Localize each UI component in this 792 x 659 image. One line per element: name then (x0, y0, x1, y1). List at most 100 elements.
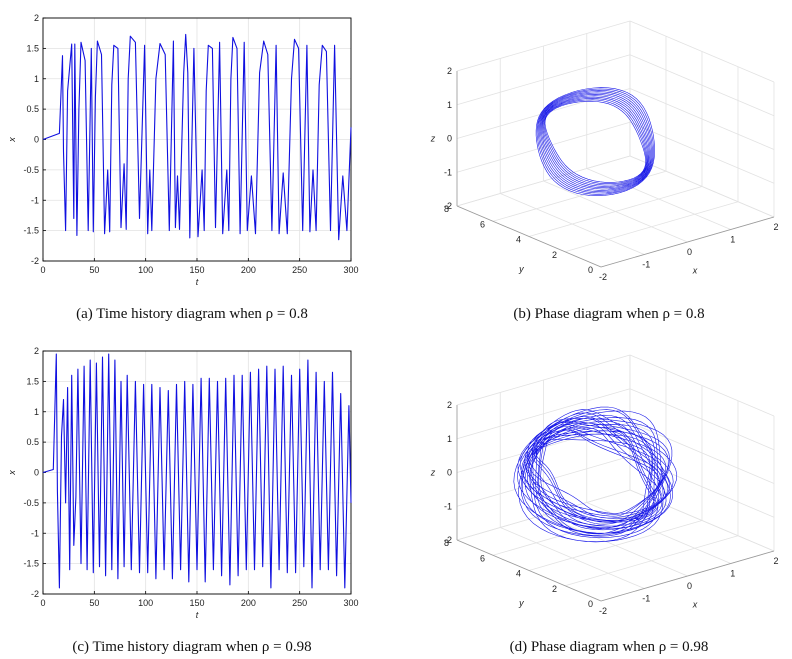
z-tick-label: -2 (444, 535, 452, 545)
x-tick-label: 1 (730, 235, 735, 245)
x-tick-label: 0 (687, 581, 692, 591)
x-tick-label: -1 (642, 260, 650, 270)
floor-grid-line (564, 535, 739, 587)
y-tick-label: -2 (31, 256, 39, 266)
y-axis-label: x (7, 470, 17, 476)
y-tick-label: 0.5 (26, 437, 39, 447)
axis-x-edge (600, 216, 775, 268)
x-tick-label: -2 (599, 272, 607, 282)
y-tick-label: 8 (444, 538, 449, 548)
floor-grid-line (528, 186, 703, 237)
y-axis-label: x (7, 137, 17, 143)
x-tick-label: 300 (343, 598, 358, 608)
sidewall-grid-line (629, 20, 775, 83)
y-tick-label: 4 (516, 235, 521, 245)
y-tick-label: 0 (588, 265, 593, 275)
y-tick-label: -1.5 (23, 559, 39, 569)
caption-c: (c) Time history diagram when ρ = 0.98 (72, 639, 311, 655)
caption-b: (b) Phase diagram when ρ = 0.8 (513, 306, 704, 322)
x-tick-label: 0 (40, 598, 45, 608)
z-tick-label: 0 (447, 134, 452, 144)
sidewall-grid-line (629, 155, 775, 218)
y-tick-label: -0.5 (23, 165, 39, 175)
floor-grid-line (492, 504, 667, 556)
axis-x-edge (600, 550, 775, 602)
x-tick-label: 150 (189, 265, 204, 275)
sidewall-grid-line (629, 388, 775, 451)
panel-b-phase-diagram: -2 -1 0 1 2 0 2 4 6 8 2 1 0 -1 -2 x y z (430, 20, 779, 282)
z-tick-label: -2 (444, 201, 452, 211)
y-tick-label: 1.5 (26, 43, 39, 53)
sidewall-grid-line (629, 88, 775, 150)
x-tick-label: 2 (773, 556, 778, 566)
y-tick-label: -1.5 (23, 226, 39, 236)
y-tick-label: 2 (34, 13, 39, 23)
x-axis-label: x (692, 599, 698, 609)
z-tick-label: 2 (447, 400, 452, 410)
backwall-grid-line (456, 489, 631, 541)
sidewall-grid-line (629, 354, 775, 417)
backwall-grid-line (456, 54, 631, 106)
x-tick-label: 200 (241, 265, 256, 275)
x-axis-label: t (196, 610, 199, 620)
series-line-x (42, 33, 352, 241)
axis-y-edge (456, 205, 602, 268)
z-tick-label: -1 (444, 501, 452, 511)
floor-grid-line (528, 520, 703, 571)
sidewall-grid-line (629, 455, 775, 518)
z-tick-label: 0 (447, 468, 452, 478)
x-tick-label: 300 (343, 265, 358, 275)
sidewall-grid-line (629, 121, 775, 184)
y-tick-label: 0 (34, 135, 39, 145)
y-tick-label: -1 (31, 528, 39, 538)
phase-trajectory (535, 87, 655, 196)
x-tick-label: 50 (89, 265, 99, 275)
x-tick-label: 250 (292, 598, 307, 608)
x-tick-label: 150 (189, 598, 204, 608)
x-tick-label: 0 (40, 265, 45, 275)
z-tick-label: 1 (447, 100, 452, 110)
y-axis-label: y (518, 264, 524, 274)
x-tick-label: 100 (138, 598, 153, 608)
caption-a: (a) Time history diagram when ρ = 0.8 (76, 306, 308, 322)
y-tick-label: 2 (552, 584, 557, 594)
y-tick-label: 4 (516, 569, 521, 579)
axis-y-edge (456, 539, 602, 602)
y-tick-label: 1 (34, 407, 39, 417)
x-tick-label: 0 (687, 247, 692, 257)
backwall-grid-line (456, 20, 631, 72)
y-tick-label: 1 (34, 74, 39, 84)
backwall-grid-line (456, 388, 631, 440)
z-tick-label: 1 (447, 434, 452, 444)
z-tick-label: 2 (447, 66, 452, 76)
panel-c-time-history: 0 50 100 150 200 250 300 2 1.5 1 0.5 0 -0.5 -1 -1.5 -2 t… (7, 346, 359, 620)
panel-d-phase-diagram: -2 -1 0 1 2 0 2 4 6 8 2 1 0 -1 -2 x y z (430, 354, 779, 616)
x-tick-label: 1 (730, 569, 735, 579)
y-tick-label: 0 (34, 468, 39, 478)
x-tick-label: 50 (89, 598, 99, 608)
series-line-x (42, 353, 352, 589)
y-tick-label: -0.5 (23, 498, 39, 508)
floor-grid-line (564, 201, 739, 253)
y-tick-label: -2 (31, 589, 39, 599)
y-tick-label: 1.5 (26, 376, 39, 386)
backwall-grid-line (456, 155, 631, 207)
panel-a-time-history: 0 50 100 150 200 250 300 2 1.5 1 0.5 0 -0.5 -1 -1.5 -2 t… (7, 13, 359, 287)
y-tick-label: -1 (31, 195, 39, 205)
y-tick-label: 2 (552, 250, 557, 260)
x-tick-label: 250 (292, 265, 307, 275)
y-tick-label: 0 (588, 599, 593, 609)
caption-d: (d) Phase diagram when ρ = 0.98 (510, 639, 709, 655)
backwall-grid-line (456, 354, 631, 406)
x-tick-label: -2 (599, 606, 607, 616)
sidewall-grid-line (629, 54, 775, 117)
sidewall-grid-line (629, 422, 775, 484)
y-tick-label: 6 (480, 219, 485, 229)
y-tick-label: 2 (34, 346, 39, 356)
backwall-grid-line (456, 88, 631, 139)
x-tick-label: -1 (642, 594, 650, 604)
y-tick-label: 0.5 (26, 104, 39, 114)
y-axis-label: y (518, 598, 524, 608)
phase-trajectory (513, 406, 678, 543)
